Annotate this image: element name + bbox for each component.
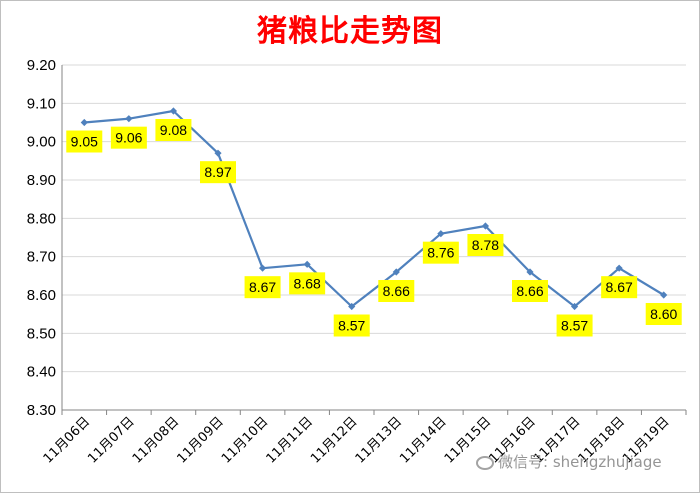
data-label: 9.06 [115, 130, 142, 146]
data-label: 8.66 [516, 283, 543, 299]
data-label: 8.67 [249, 279, 276, 295]
data-label-box [200, 161, 236, 184]
chart-title: 猪粮比走势图 [257, 14, 443, 49]
data-label-box [422, 241, 459, 264]
x-tick-label: 11月12日 [308, 414, 360, 466]
data-label: 8.68 [294, 275, 321, 291]
y-tick-label: 9.00 [27, 134, 56, 151]
data-point [258, 264, 267, 272]
y-tick-label: 8.40 [27, 364, 56, 381]
data-point [615, 264, 623, 272]
data-label: 8.67 [606, 279, 633, 295]
data-point [348, 302, 356, 311]
x-tick-label: 11月07日 [85, 414, 137, 466]
wechat-icon [476, 455, 494, 470]
y-tick-label: 9.10 [27, 95, 56, 112]
data-label: 8.97 [204, 164, 231, 180]
data-label-box [66, 130, 103, 153]
data-label-box [244, 276, 281, 299]
data-label-box [289, 272, 326, 295]
data-point [392, 268, 400, 276]
series-line [84, 109, 665, 308]
data-label-box [512, 280, 548, 302]
x-tick-label: 11月10日 [219, 414, 271, 466]
data-label-box [110, 126, 147, 149]
data-point [214, 149, 222, 157]
data-point [303, 260, 311, 268]
data-label-box [155, 119, 192, 141]
data-point [169, 107, 178, 115]
data-point [437, 230, 445, 238]
data-point [526, 268, 534, 276]
data-label: 8.66 [383, 283, 410, 299]
y-tick-label: 9.20 [27, 57, 56, 74]
data-label: 9.05 [71, 134, 98, 150]
data-label: 8.60 [650, 306, 677, 322]
x-tick-label: 11月06日 [41, 414, 93, 466]
data-label: 9.08 [160, 122, 187, 138]
watermark: 微信号: shengzhujiage [476, 451, 662, 472]
x-tick-label: 11月14日 [397, 414, 449, 466]
data-label-box [333, 314, 370, 337]
y-tick-label: 8.50 [27, 325, 56, 342]
data-label-box [601, 276, 638, 299]
x-tick-label: 11月09日 [174, 414, 226, 466]
data-point [80, 118, 88, 127]
y-tick-label: 8.70 [27, 249, 56, 266]
data-label: 8.76 [427, 245, 454, 261]
y-tick-label: 8.30 [27, 402, 56, 419]
data-label-box [467, 234, 504, 256]
y-tick-label: 8.90 [27, 172, 56, 189]
data-label-box [378, 280, 415, 302]
data-point [125, 115, 133, 123]
data-label-box [645, 303, 682, 325]
data-label: 8.57 [561, 318, 588, 334]
x-tick-label: 11月11日 [264, 414, 316, 466]
data-label: 8.57 [338, 318, 365, 334]
x-tick-label: 11月08日 [130, 414, 182, 466]
data-label: 8.78 [472, 237, 499, 253]
watermark-text: 微信号: shengzhujiage [498, 453, 662, 471]
x-tick-label: 11月13日 [353, 414, 405, 466]
y-tick-label: 8.80 [27, 210, 56, 227]
y-tick-label: 8.60 [27, 287, 56, 304]
data-point [570, 302, 579, 311]
data-label-box [556, 314, 593, 337]
data-point [660, 291, 668, 299]
data-point [481, 222, 490, 230]
